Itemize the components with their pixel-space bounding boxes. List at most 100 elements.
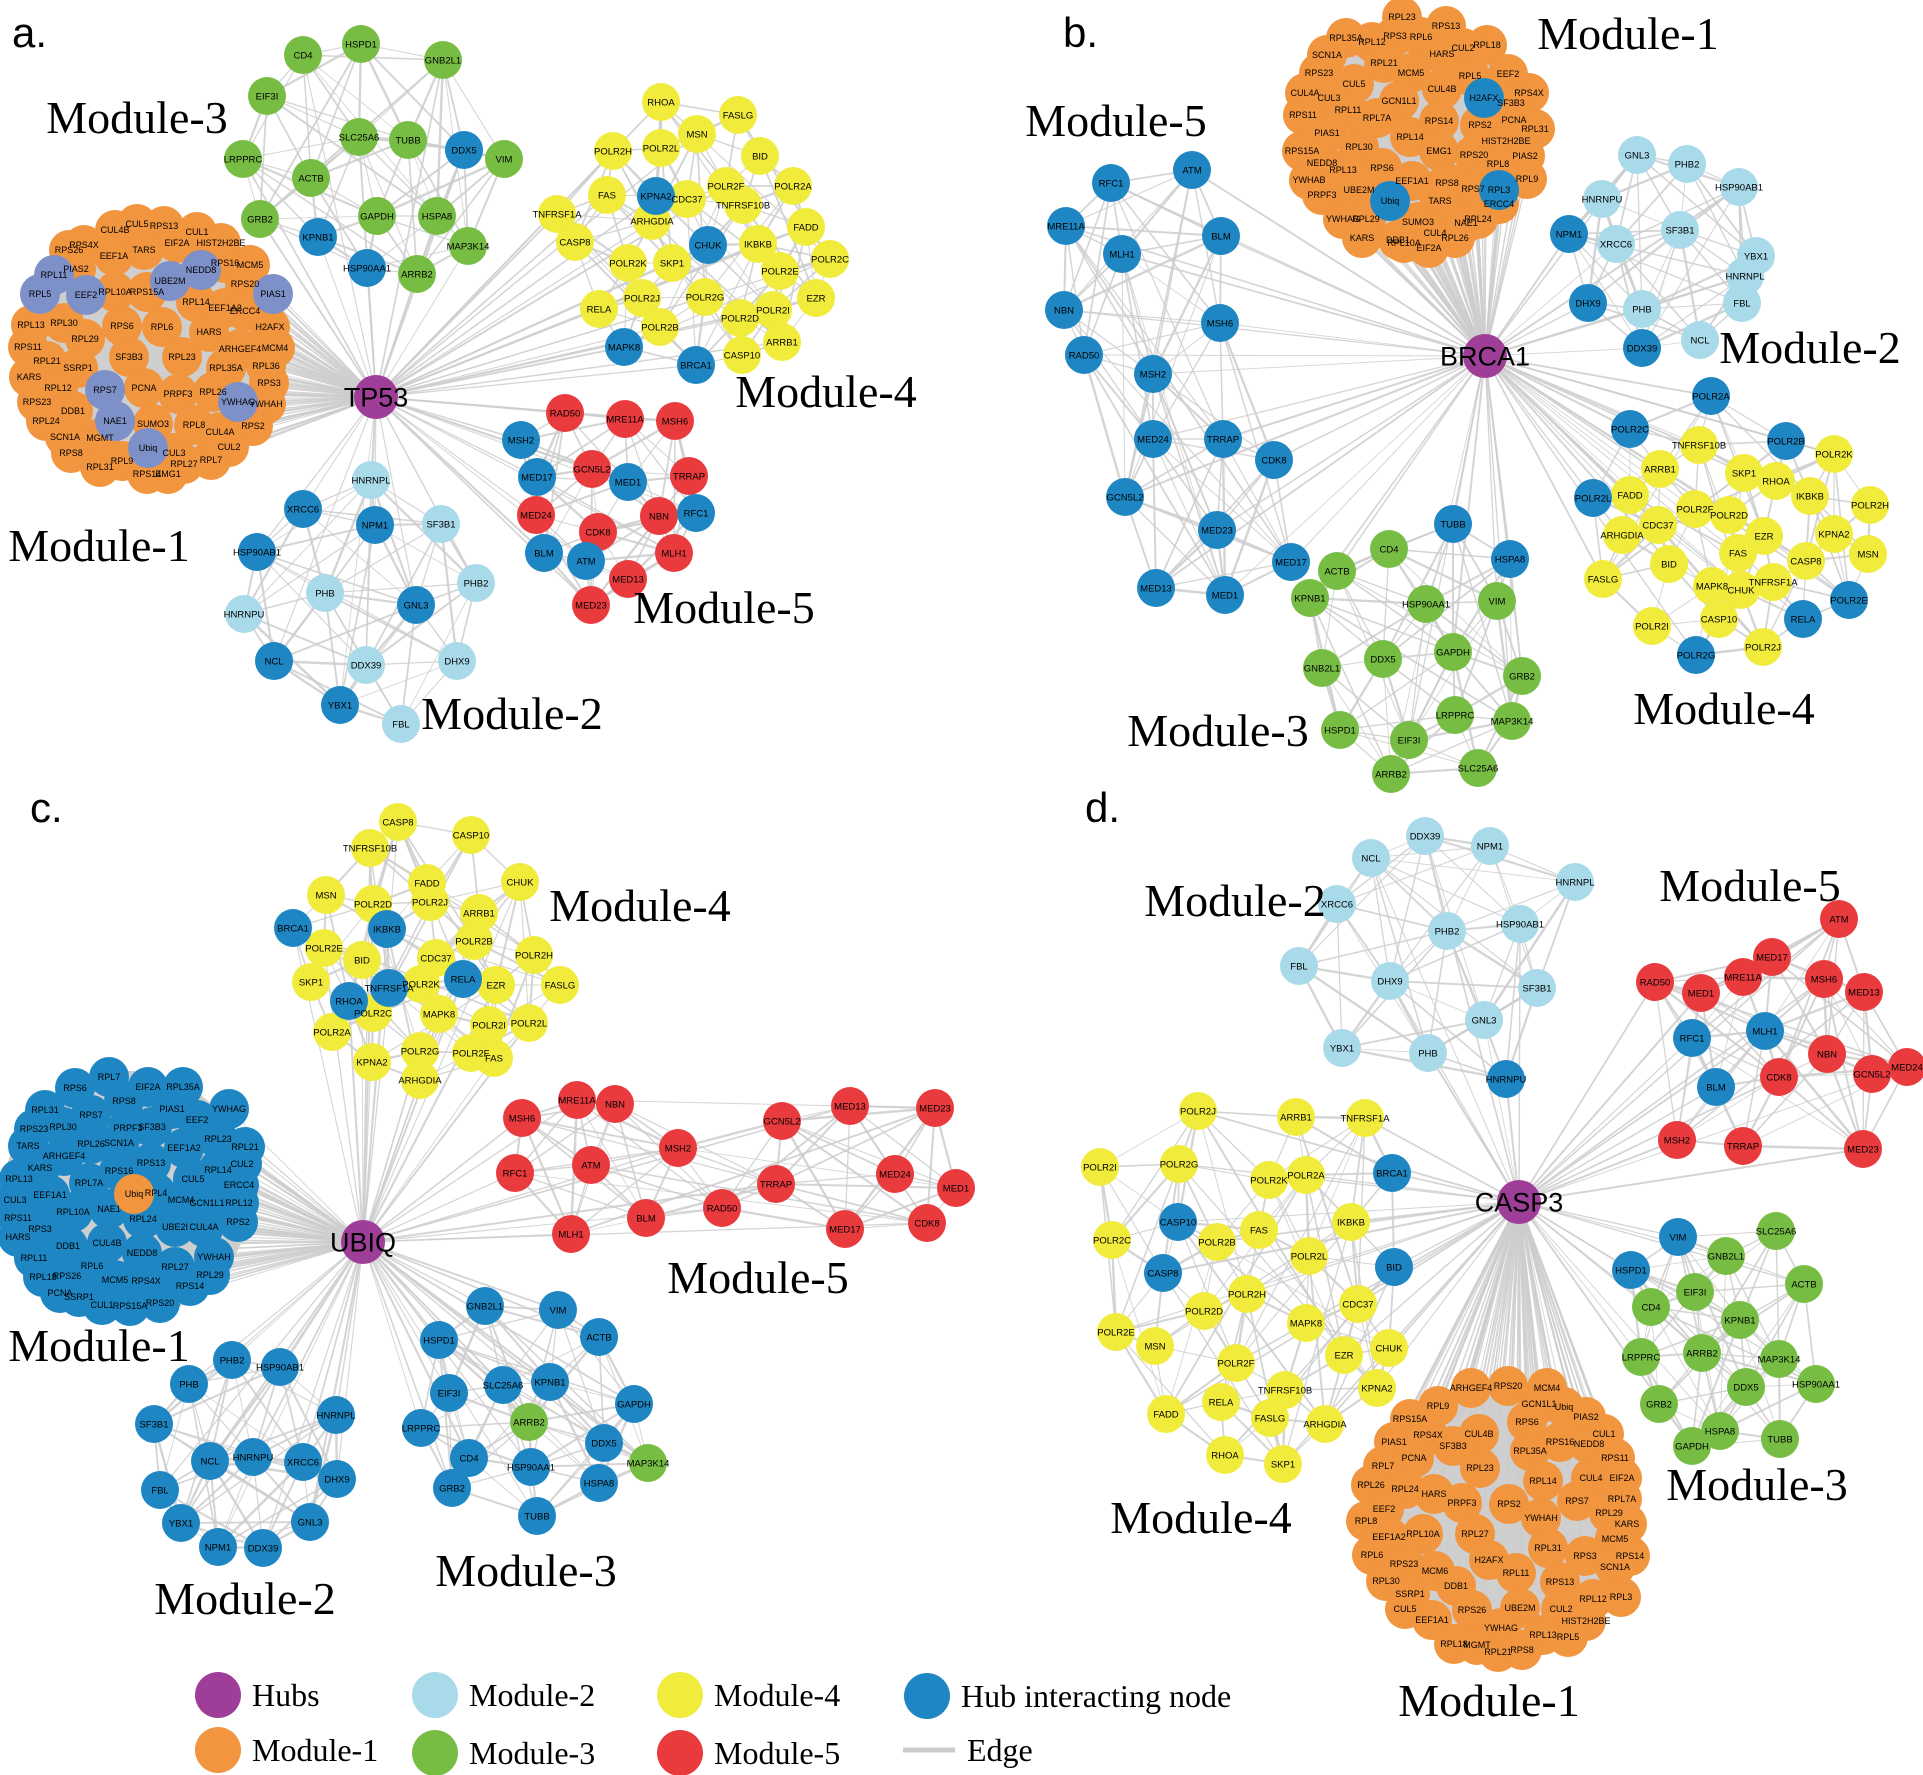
node-label-RPL13: RPL13 [1329,165,1357,175]
node-label-RPL27: RPL27 [1461,1529,1489,1539]
node-label-CDC37: CDC37 [1342,1299,1373,1310]
node-label-GRB2: GRB2 [247,214,273,225]
node-FBL [141,1471,179,1509]
node-label-POLR2I: POLR2I [756,305,790,316]
node-KPNA2 [353,1043,391,1081]
node-BLM [627,1199,665,1237]
node-label-RPL18: RPL18 [1473,40,1501,50]
node-XRCC6 [1597,225,1635,263]
edge [1063,309,1486,357]
node-label-VIM: VIM [550,1305,567,1316]
node-CASP8 [1787,542,1825,580]
node-label-HIST2H2BE: HIST2H2BE [1481,136,1530,146]
legend-swatch-module-5 [657,1730,703,1775]
node-label-DDX5: DDX5 [1733,1382,1758,1393]
node-label-GCN5L2: GCN5L2 [574,464,611,475]
node-HSP90AB1 [261,1348,299,1386]
node-label-POLR2L: POLR2L [1575,493,1611,504]
node-label-XRCC6: XRCC6 [287,504,319,515]
node-label-RPL4: RPL4 [145,1188,168,1198]
node-CASP10 [1700,600,1738,638]
node-label-POLR2H: POLR2H [515,950,553,961]
edge [259,215,378,220]
node-RPL5 [1548,1617,1588,1657]
node-SLC25A6 [340,118,378,156]
node-NCL [1352,839,1390,877]
node-label-ERCC4: ERCC4 [1484,199,1515,209]
node-label-FBL: FBL [151,1485,168,1496]
node-MAP3K14 [629,1444,667,1482]
node-label-CHUK: CHUK [695,240,723,251]
node-label-RAD50: RAD50 [707,1203,738,1214]
node-RELA [1202,1383,1240,1421]
node-NBN [640,497,678,535]
edge [375,59,444,398]
legend-swatch-hubs [195,1672,241,1718]
edge [1686,163,1746,277]
node-RFC1 [677,494,715,532]
node-MLH1 [1103,235,1141,273]
module-label-a-module-3: Module-3 [46,92,227,143]
node-label-IKBKB: IKBKB [744,239,772,250]
node-label-NAE1: NAE1 [103,416,127,426]
node-DHX9 [1569,284,1607,322]
node-label-YWHAH: YWHAH [249,399,283,409]
node-label-CHUK: CHUK [507,877,535,888]
node-RPS6 [1507,1402,1547,1442]
node-label-POLR2E: POLR2E [1830,595,1868,606]
node-label-POLR2I: POLR2I [472,1020,506,1031]
node-label-FADD: FADD [793,222,818,233]
node-label-RPL8: RPL8 [183,420,206,430]
edge [1370,857,1429,1054]
node-label-POLR2D: POLR2D [354,899,392,910]
node-label-RPS11: RPS11 [4,1213,32,1223]
node-label-RPL24: RPL24 [32,416,60,426]
node-HSPA8 [1701,1412,1739,1450]
edge [324,582,477,594]
node-label-ACTB: ACTB [1791,1279,1816,1290]
node-MED1 [1206,576,1244,614]
node-label-RPS8: RPS8 [59,448,83,458]
edge [1155,355,1486,589]
node-HSP90AA1 [1797,1365,1835,1403]
edge [339,660,458,706]
node-RPL26 [1435,218,1475,258]
node-label-KPNA2: KPNA2 [1361,1383,1392,1394]
node-label-ATM: ATM [576,556,595,567]
node-HSPA8 [418,197,456,235]
edge [400,582,477,725]
node-label-POLR2D: POLR2D [1185,1306,1223,1317]
edge [375,133,698,398]
node-label-RPL24: RPL24 [129,1214,157,1224]
node-label-RPL9: RPL9 [111,456,134,466]
node-label-POLR2F: POLR2F [1218,1358,1255,1369]
edge [1370,857,1391,982]
edge [317,236,377,398]
node-label-PRPF3: PRPF3 [1307,190,1336,200]
node-label-POLR2F: POLR2F [708,181,745,192]
node-label-UBE2M: UBE2M [1504,1603,1535,1613]
node-label-CD4: CD4 [1641,1302,1660,1313]
node-label-SF3B3: SF3B3 [1439,1441,1467,1451]
node-label-MAP3K14: MAP3K14 [627,1458,670,1469]
edge [1298,965,1429,1054]
node-label-MED24: MED24 [1891,1062,1923,1073]
edge [362,1079,421,1243]
node-TNFRSF1A [538,195,576,233]
edge [1518,1201,1679,1238]
edge [1290,355,1486,563]
node-label-CUL3: CUL3 [1317,93,1340,103]
edge [1111,1239,1167,1415]
node-label-HSP90AA1: HSP90AA1 [1402,599,1450,610]
node-label-RELA: RELA [1209,1397,1234,1408]
node-label-KPNB1: KPNB1 [1294,593,1325,604]
node-label-CDK8: CDK8 [914,1218,939,1229]
edge [721,1206,846,1231]
node-POLR2L [642,129,680,167]
node-RPL11 [1496,1553,1536,1593]
node-RPS2 [218,1202,258,1242]
node-ACTB [292,159,330,197]
node-label-YWHAH: YWHAH [1524,1513,1558,1523]
edge [407,139,418,275]
edge [362,1241,453,1489]
